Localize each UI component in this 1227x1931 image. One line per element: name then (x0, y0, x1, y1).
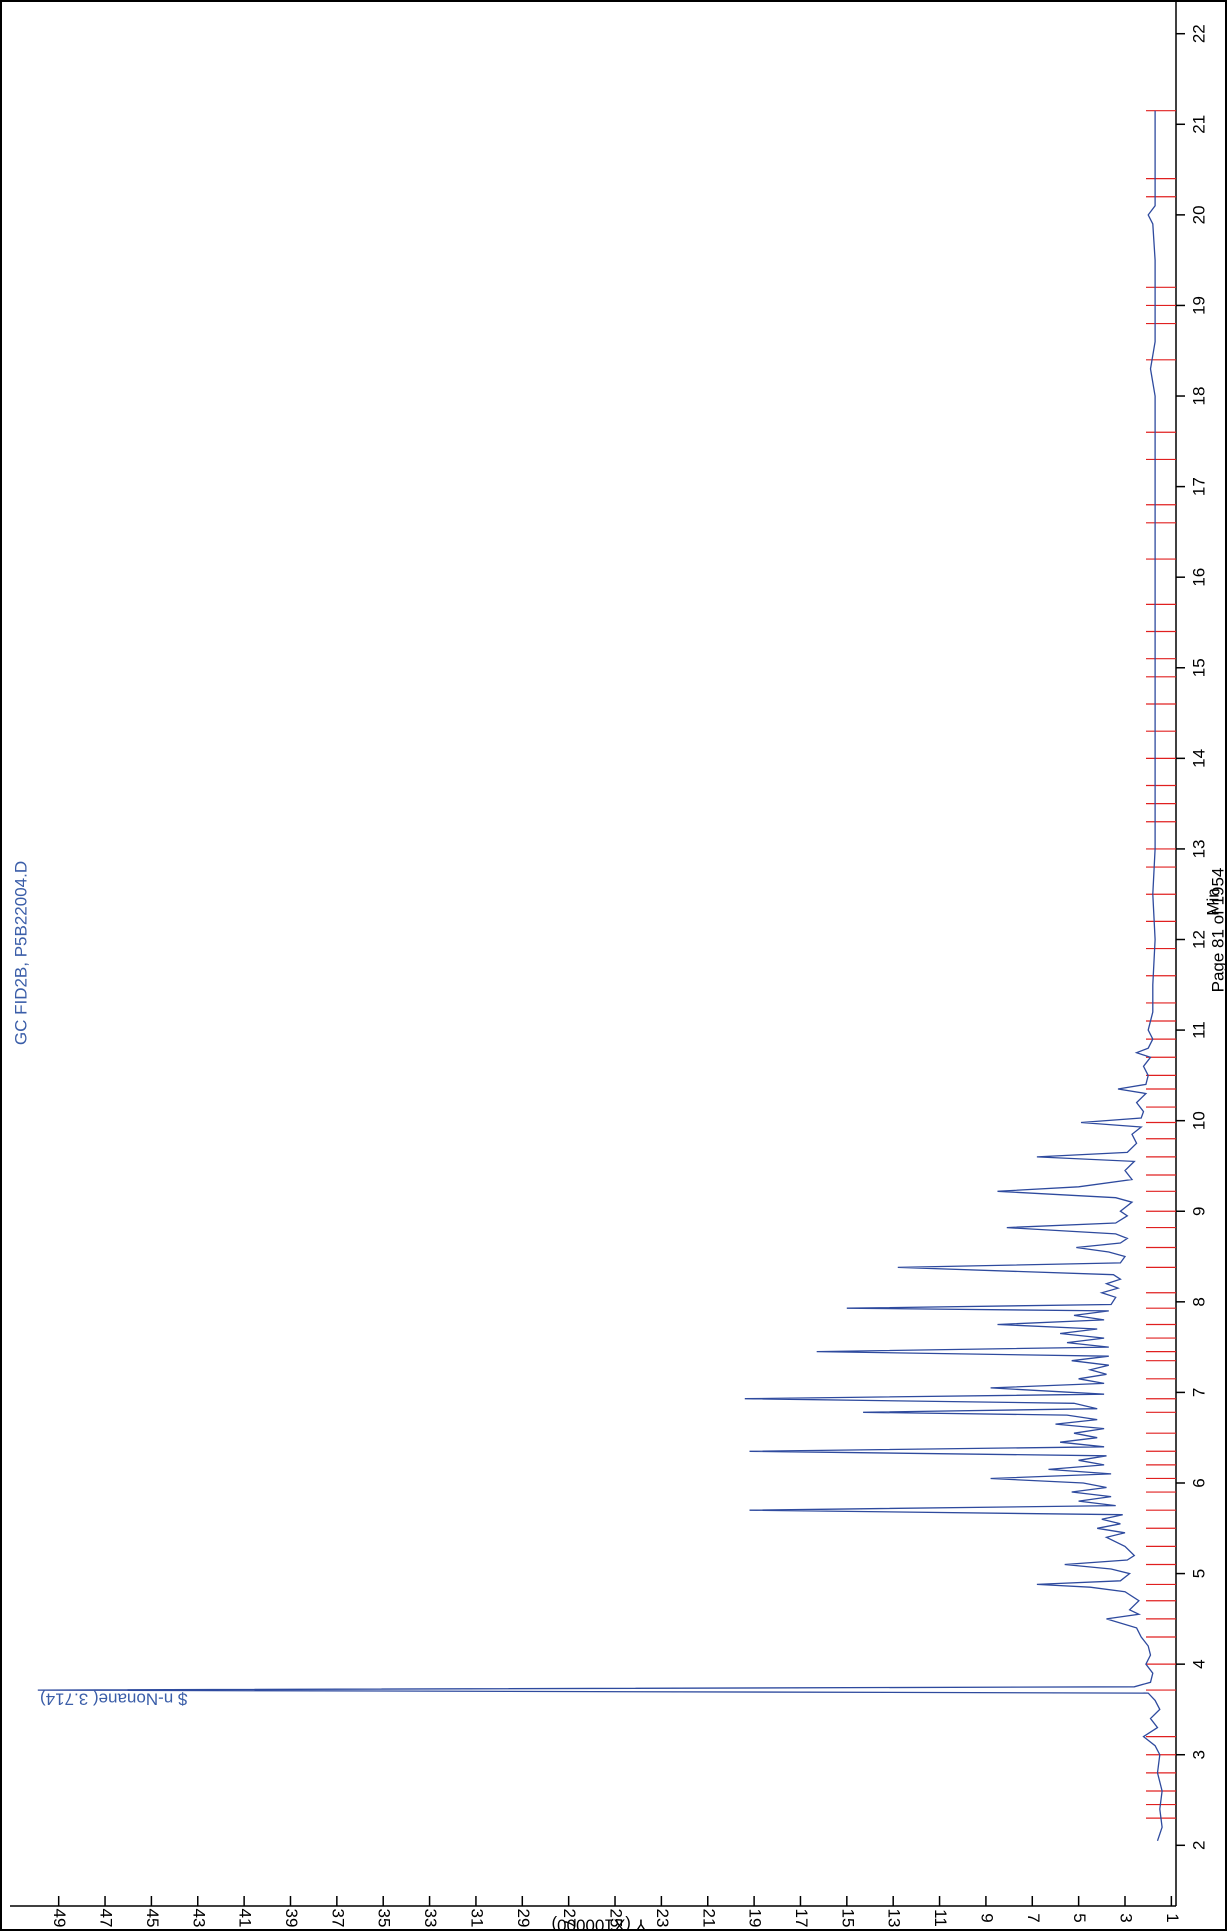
x-tick-label: 6 (1189, 1478, 1208, 1487)
x-tick-label: 19 (1189, 296, 1208, 315)
y-axis-label: Y (X100000) (551, 1916, 646, 1931)
y-tick-label: 25 (607, 1909, 626, 1928)
x-tick-label: 8 (1189, 1297, 1208, 1306)
x-tick-label: 4 (1189, 1659, 1208, 1668)
x-tick-label: 20 (1189, 205, 1208, 224)
x-tick-label: 14 (1189, 749, 1208, 768)
x-tick-label: 12 (1189, 930, 1208, 949)
y-tick-label: 47 (97, 1909, 116, 1928)
y-tick-label: 19 (746, 1909, 765, 1928)
peak-annotation: $ n-Nonane( 3.714) (40, 1690, 187, 1709)
y-tick-label: 13 (885, 1909, 904, 1928)
y-tick-label: 5 (1070, 1913, 1089, 1922)
y-tick-label: 43 (189, 1909, 208, 1928)
y-tick-label: 37 (328, 1909, 347, 1928)
y-tick-label: 3 (1117, 1913, 1136, 1922)
y-tick-label: 31 (467, 1909, 486, 1928)
y-tick-label: 45 (143, 1909, 162, 1928)
y-tick-label: 27 (560, 1909, 579, 1928)
y-tick-label: 29 (514, 1909, 533, 1928)
y-tick-label: 17 (792, 1909, 811, 1928)
y-tick-label: 1 (1163, 1913, 1182, 1922)
y-tick-label: 9 (977, 1913, 996, 1922)
x-tick-label: 15 (1189, 658, 1208, 677)
page-footer: Page 81 of 1954 (1208, 868, 1227, 993)
x-tick-label: 22 (1189, 24, 1208, 43)
x-tick-label: 18 (1189, 387, 1208, 406)
x-tick-label: 17 (1189, 477, 1208, 496)
chart-title: GC FID2B, P5B22004.D (11, 861, 30, 1045)
y-tick-label: 35 (375, 1909, 394, 1928)
y-tick-label: 39 (282, 1909, 301, 1928)
y-tick-label: 33 (421, 1909, 440, 1928)
chromatogram-line (37, 110, 1163, 1842)
x-tick-label: 10 (1189, 1111, 1208, 1130)
x-tick-label: 7 (1189, 1388, 1208, 1397)
y-tick-label: 11 (931, 1909, 950, 1927)
x-tick-label: 2 (1189, 1841, 1208, 1850)
x-tick-label: 5 (1189, 1569, 1208, 1578)
x-tick-label: 9 (1189, 1207, 1208, 1216)
x-tick-label: 13 (1189, 839, 1208, 858)
y-tick-label: 49 (50, 1909, 69, 1928)
y-tick-label: 23 (653, 1909, 672, 1928)
y-tick-label: 41 (236, 1909, 255, 1928)
y-tick-label: 7 (1024, 1913, 1043, 1922)
x-tick-label: 3 (1189, 1750, 1208, 1759)
x-tick-label: 21 (1189, 115, 1208, 134)
x-axis-label: Min (1203, 888, 1222, 915)
x-tick-label: 11 (1189, 1021, 1208, 1039)
y-tick-label: 21 (699, 1909, 718, 1928)
x-tick-label: 16 (1189, 568, 1208, 587)
y-tick-label: 15 (838, 1909, 857, 1928)
